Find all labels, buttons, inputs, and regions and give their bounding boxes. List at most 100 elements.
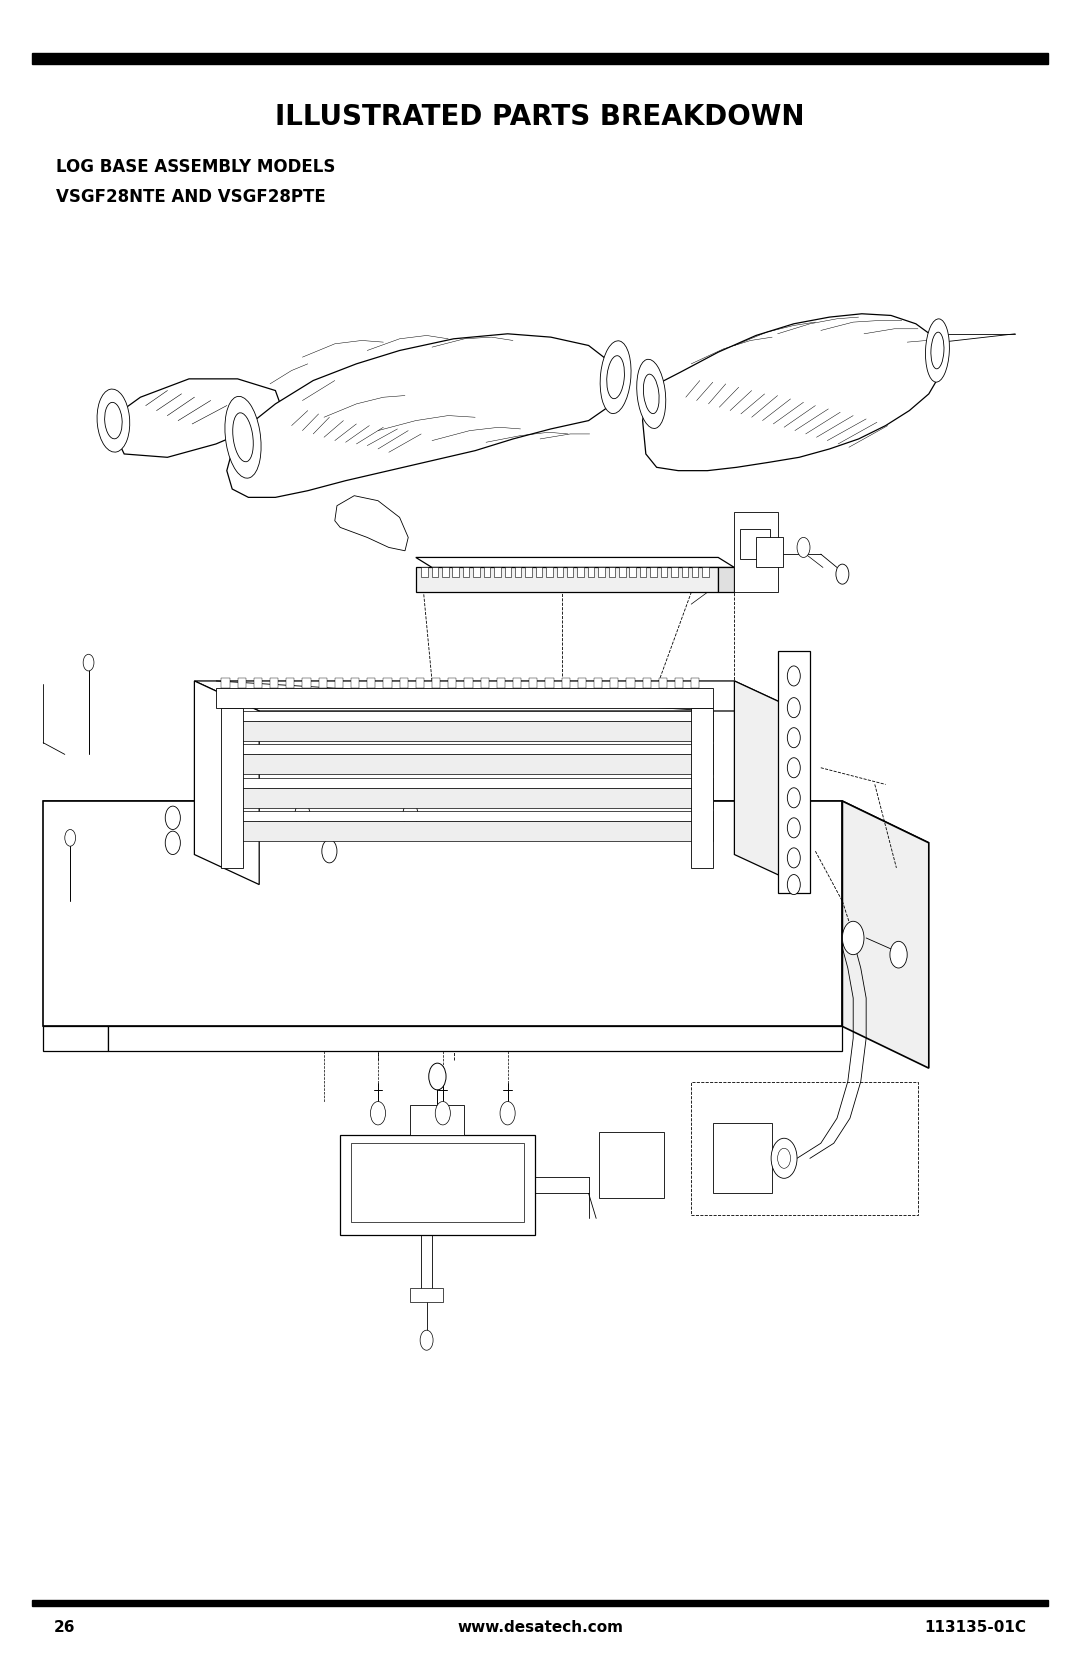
Polygon shape xyxy=(254,678,261,688)
Text: 113135-01C: 113135-01C xyxy=(924,1621,1026,1634)
Circle shape xyxy=(797,537,810,557)
Polygon shape xyxy=(588,567,594,577)
Polygon shape xyxy=(594,678,603,688)
Polygon shape xyxy=(643,678,650,688)
Polygon shape xyxy=(302,678,311,688)
Polygon shape xyxy=(43,801,929,843)
Polygon shape xyxy=(416,557,734,567)
Polygon shape xyxy=(442,567,448,577)
Polygon shape xyxy=(238,788,713,808)
Circle shape xyxy=(500,1102,515,1125)
Polygon shape xyxy=(842,801,929,1068)
Ellipse shape xyxy=(637,359,665,429)
Bar xyxy=(599,1132,664,1198)
Ellipse shape xyxy=(105,402,122,439)
Text: 26: 26 xyxy=(54,1621,76,1634)
Polygon shape xyxy=(432,678,441,688)
Polygon shape xyxy=(481,678,488,688)
Circle shape xyxy=(842,921,864,955)
Polygon shape xyxy=(335,678,343,688)
Polygon shape xyxy=(497,678,504,688)
Polygon shape xyxy=(238,811,713,821)
Circle shape xyxy=(787,875,800,895)
Polygon shape xyxy=(671,567,677,577)
Circle shape xyxy=(787,788,800,808)
Ellipse shape xyxy=(931,332,944,369)
Polygon shape xyxy=(238,754,713,774)
Polygon shape xyxy=(692,567,699,577)
Circle shape xyxy=(787,848,800,868)
Polygon shape xyxy=(484,567,490,577)
Circle shape xyxy=(403,803,418,826)
Circle shape xyxy=(295,803,310,826)
Polygon shape xyxy=(221,678,229,688)
Polygon shape xyxy=(515,567,522,577)
Polygon shape xyxy=(562,678,570,688)
Circle shape xyxy=(771,1138,797,1178)
Polygon shape xyxy=(286,678,294,688)
Polygon shape xyxy=(681,567,688,577)
Bar xyxy=(691,1082,918,1215)
Circle shape xyxy=(787,818,800,838)
Polygon shape xyxy=(495,567,501,577)
Polygon shape xyxy=(529,678,538,688)
Polygon shape xyxy=(351,1143,524,1222)
Polygon shape xyxy=(691,678,700,688)
Circle shape xyxy=(836,564,849,584)
Circle shape xyxy=(787,698,800,718)
Polygon shape xyxy=(609,567,616,577)
Polygon shape xyxy=(463,567,470,577)
Circle shape xyxy=(322,840,337,863)
Polygon shape xyxy=(238,821,713,841)
Bar xyxy=(756,537,783,567)
Polygon shape xyxy=(400,678,408,688)
Polygon shape xyxy=(108,1026,842,1051)
Circle shape xyxy=(787,728,800,748)
Circle shape xyxy=(787,758,800,778)
Polygon shape xyxy=(238,678,246,688)
Polygon shape xyxy=(383,678,391,688)
Polygon shape xyxy=(464,678,473,688)
Polygon shape xyxy=(643,314,942,471)
Polygon shape xyxy=(448,678,457,688)
Bar xyxy=(32,53,1048,63)
Ellipse shape xyxy=(97,389,130,452)
Polygon shape xyxy=(432,567,438,577)
Circle shape xyxy=(165,806,180,829)
Circle shape xyxy=(778,1148,791,1168)
Polygon shape xyxy=(734,681,799,885)
Polygon shape xyxy=(567,567,573,577)
Polygon shape xyxy=(691,708,713,868)
Text: VSGF28NTE AND VSGF28PTE: VSGF28NTE AND VSGF28PTE xyxy=(56,189,326,205)
Circle shape xyxy=(420,1330,433,1350)
Polygon shape xyxy=(43,1026,108,1051)
Ellipse shape xyxy=(600,340,631,414)
Polygon shape xyxy=(536,567,542,577)
Polygon shape xyxy=(43,801,842,1026)
Polygon shape xyxy=(702,567,708,577)
Polygon shape xyxy=(556,567,563,577)
Polygon shape xyxy=(194,681,799,711)
Polygon shape xyxy=(367,678,376,688)
Polygon shape xyxy=(610,678,618,688)
Polygon shape xyxy=(513,678,522,688)
Polygon shape xyxy=(453,567,459,577)
Polygon shape xyxy=(473,567,480,577)
Polygon shape xyxy=(718,567,734,592)
Polygon shape xyxy=(194,681,259,885)
Circle shape xyxy=(83,654,94,671)
Circle shape xyxy=(429,1063,446,1090)
Circle shape xyxy=(370,1102,386,1125)
Polygon shape xyxy=(578,567,584,577)
Polygon shape xyxy=(545,678,554,688)
Polygon shape xyxy=(619,567,625,577)
Polygon shape xyxy=(578,678,585,688)
Polygon shape xyxy=(238,721,713,741)
Text: LOG BASE ASSEMBLY MODELS: LOG BASE ASSEMBLY MODELS xyxy=(56,159,336,175)
Polygon shape xyxy=(639,567,646,577)
Bar xyxy=(32,1599,1048,1606)
Bar xyxy=(713,1123,772,1193)
Polygon shape xyxy=(335,496,408,551)
Polygon shape xyxy=(650,567,657,577)
Ellipse shape xyxy=(225,396,261,479)
